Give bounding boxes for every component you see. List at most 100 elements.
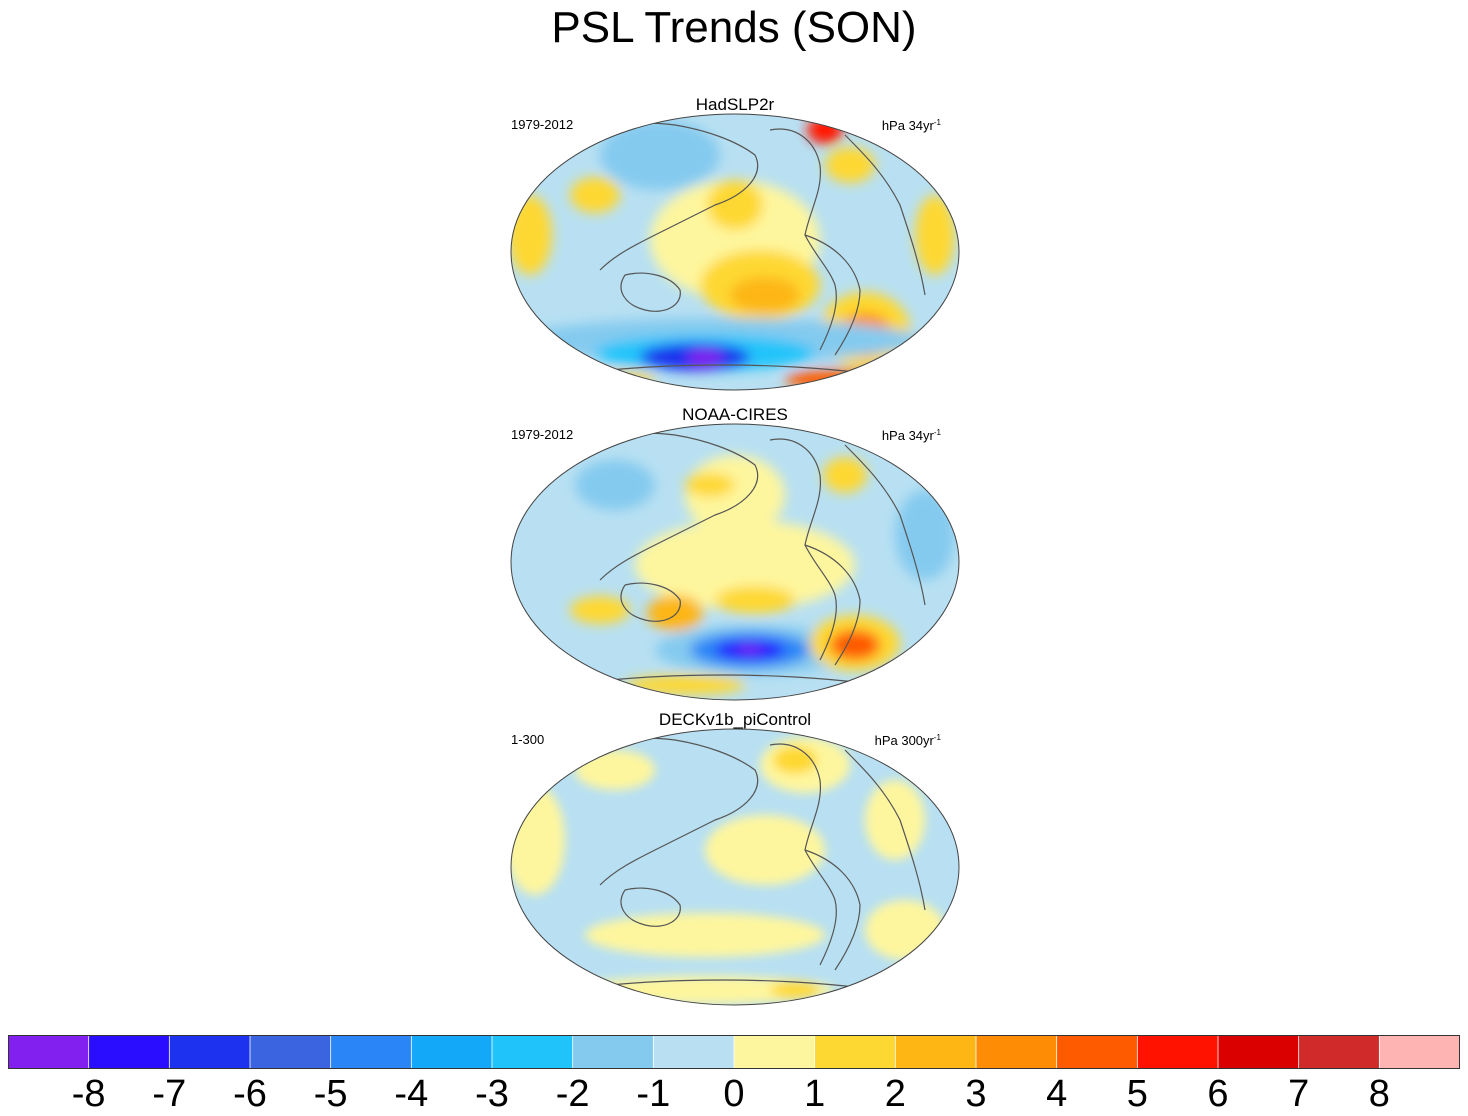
field-southern-ocean-min — [687, 349, 723, 365]
colorbar-swatch — [976, 1035, 1058, 1069]
field-india-positive — [570, 177, 620, 213]
units-exponent: -1 — [933, 118, 941, 127]
panel-units: hPa 34yr-1 — [882, 425, 941, 444]
coast-americas — [769, 743, 837, 966]
coast-africa-europe — [844, 134, 926, 296]
coast-australia — [620, 887, 681, 927]
panel-units: hPa 34yr-1 — [882, 115, 941, 134]
panel-title: HadSLP2r — [695, 95, 775, 114]
colorbar-swatch — [1379, 1035, 1460, 1069]
field-pacific-positive — [705, 815, 825, 885]
panel-period: 1-300 — [511, 732, 545, 747]
map-border — [510, 113, 960, 391]
units-exponent: -1 — [933, 428, 941, 437]
field-north-atlantic — [825, 147, 875, 183]
colorbar-tick-label: 7 — [1288, 1073, 1310, 1115]
colorbar-swatch — [1137, 1035, 1219, 1069]
chart-title: PSL Trends (SON) — [551, 3, 917, 52]
panel-period: 1979-2012 — [511, 117, 574, 132]
colorbar-swatch — [169, 1035, 251, 1069]
coast-americas — [769, 128, 837, 351]
field-north-atlantic — [823, 457, 867, 493]
colorbar-tick-label: 5 — [1126, 1073, 1148, 1115]
colorbar-tick-label: 8 — [1368, 1073, 1390, 1115]
colorbar-swatch — [653, 1035, 735, 1069]
colorbar-tick-label: -5 — [313, 1073, 348, 1115]
field-south-atlantic — [865, 900, 945, 960]
colorbar-tick-label: -7 — [152, 1073, 187, 1115]
field-central-pacific — [707, 180, 763, 230]
panel-deckv1b-picontrol: DECKv1b_piControl 1-300 hPa 300yr-1 — [505, 710, 965, 1010]
field-southern-positive — [585, 913, 825, 957]
coast-south-america — [804, 234, 861, 356]
field-north-pacific-core — [685, 473, 735, 497]
panel-title: DECKv1b_piControl — [658, 710, 812, 729]
colorbar-tick-label: -8 — [71, 1073, 106, 1115]
colorbar-swatch — [411, 1035, 493, 1069]
field-amundsen-min — [738, 645, 762, 653]
units-text: hPa 34yr — [881, 118, 934, 133]
coast-africa-europe — [844, 444, 926, 606]
colorbar-swatch — [330, 1035, 412, 1069]
map-deckv1b-picontrol — [510, 728, 960, 1006]
field-antarctic-positive — [595, 372, 655, 388]
colorbar — [8, 1035, 1460, 1069]
field-weddell-positive — [785, 370, 885, 390]
colorbar-tick-label: -2 — [555, 1073, 590, 1115]
panel-hadslp2r: HadSLP2r 1979-2012 hPa 34yr-1 — [505, 95, 965, 395]
colorbar-tick-label: 4 — [1046, 1073, 1068, 1115]
coast-australia — [620, 582, 681, 622]
panel-units: hPa 300yr-1 — [875, 730, 941, 749]
colorbar-tick-label: 2 — [884, 1073, 906, 1115]
colorbar-swatch — [8, 1035, 90, 1069]
field-atlantic-east — [915, 195, 955, 275]
field-greenland-positive — [807, 116, 843, 144]
map-border — [510, 423, 960, 701]
coast-africa-europe — [844, 749, 926, 911]
colorbar-tick-label: -1 — [636, 1073, 671, 1115]
panel-period: 1979-2012 — [511, 427, 574, 442]
field-asia-negative — [600, 120, 720, 190]
units-text: hPa 34yr — [881, 428, 934, 443]
colorbar-tick-label: 1 — [804, 1073, 826, 1115]
field-south-atlantic-core — [830, 630, 880, 660]
colorbar-swatch — [250, 1035, 332, 1069]
field-asia-positive — [575, 750, 655, 790]
field-antarctic-positive — [625, 675, 745, 695]
field-atlantic-positive — [865, 780, 925, 860]
map-noaa-cires — [510, 423, 960, 701]
colorbar-swatch — [1056, 1035, 1138, 1069]
units-text: hPa 300yr — [874, 733, 934, 748]
colorbar-swatch — [572, 1035, 654, 1069]
units-exponent: -1 — [933, 733, 941, 742]
colorbar-swatch — [814, 1035, 896, 1069]
coast-south-america — [804, 849, 861, 971]
colorbar-tick-label: 0 — [723, 1073, 745, 1115]
field-south-pacific — [715, 586, 795, 614]
colorbar-tick-label: 3 — [965, 1073, 987, 1115]
map-hadslp2r — [510, 113, 960, 391]
colorbar-swatch — [492, 1035, 574, 1069]
colorbar-swatch — [1298, 1035, 1380, 1069]
field-africa-positive — [511, 785, 565, 895]
colorbar-tick-label: -6 — [233, 1073, 267, 1115]
map-border — [510, 728, 960, 1006]
field-atlantic-negative — [895, 490, 955, 580]
field-greenland-positive — [773, 746, 817, 774]
coast-australia — [620, 272, 681, 312]
colorbar-swatch — [895, 1035, 977, 1069]
coast-south-america — [804, 544, 861, 666]
field-africa-positive — [511, 195, 552, 275]
colorbar-swatch — [1218, 1035, 1300, 1069]
field-south-pacific-core — [730, 277, 800, 313]
colorbar-tick-label: -3 — [475, 1073, 509, 1115]
colorbar-swatch — [734, 1035, 816, 1069]
field-south-australia — [647, 595, 703, 631]
field-pacific-positive — [635, 520, 855, 610]
panel-noaa-cires: NOAA-CIRES 1979-2012 hPa 34yr-1 — [505, 405, 965, 705]
colorbar-tick-label: -4 — [394, 1073, 429, 1115]
field-antarctic-positive — [770, 982, 820, 998]
coast-americas — [769, 438, 837, 661]
colorbar-swatch — [88, 1035, 170, 1069]
panel-title: NOAA-CIRES — [682, 405, 788, 424]
